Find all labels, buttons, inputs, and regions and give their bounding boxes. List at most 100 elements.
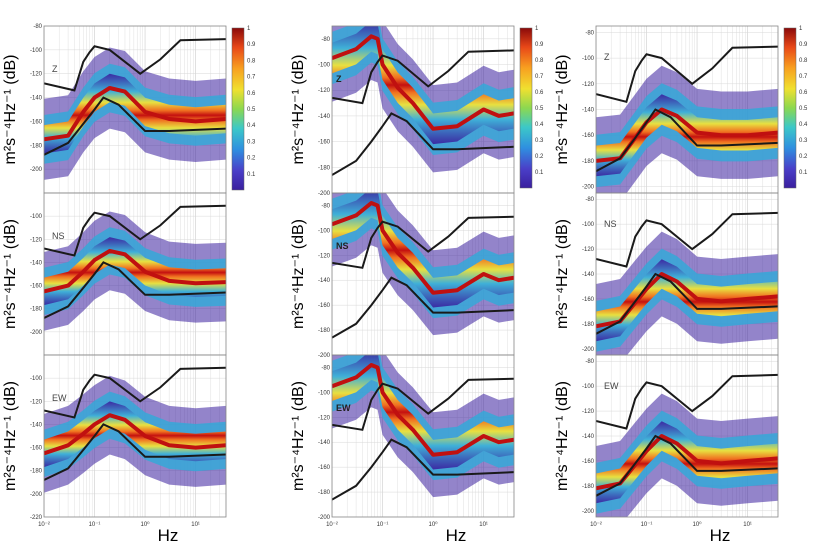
colorbar-tick: 0.6: [535, 90, 544, 96]
colorbar-tick: 0.7: [799, 74, 808, 80]
x-tick-label: 10⁰: [141, 521, 151, 528]
y-tick-label: -80: [321, 365, 330, 371]
y-tick-label: -200: [30, 330, 43, 336]
component-label: Z: [604, 52, 610, 62]
y-tick-label: -180: [318, 328, 331, 334]
colorbar-tick: 0.9: [247, 42, 256, 48]
panel-ew-col1: -100 -120 -140 -160 -180 -200 -220 EW m²s⁻⁴Hz⁻¹ …: [2, 354, 227, 521]
y-tick-label: -100: [318, 390, 331, 396]
component-label: Z: [52, 64, 58, 74]
y-tick-label: -160: [318, 465, 331, 471]
colorbar-tick: 0.8: [535, 58, 544, 64]
y-axis-label: m²s⁻⁴Hz⁻¹ (dB): [290, 55, 307, 165]
density-peak: [44, 248, 226, 294]
colorbar-tick: 1: [535, 26, 539, 32]
high-noise-model: [44, 38, 226, 92]
y-tick-label: -120: [30, 72, 43, 78]
component-label: NS: [604, 219, 617, 229]
panel-ns-col2: -80 -100 -120 -140 -160 -180 -200 NS m²s⁻⁴Hz⁻¹ (…: [290, 192, 515, 359]
low-noise-model: [596, 434, 778, 497]
y-tick-label: -200: [582, 347, 595, 353]
component-label: EW: [336, 403, 351, 413]
y-tick-label: -200: [582, 509, 595, 515]
y-tick-label: -180: [30, 469, 43, 475]
panel-frame: [595, 354, 779, 518]
colorbar-3: 0.1 0.2 0.3 0.4 0.5 0.6 0.7 0.8 0.9 1: [783, 26, 808, 189]
density-peak: [44, 413, 226, 456]
y-tick-label: -100: [30, 48, 43, 54]
y-tick-label: -140: [30, 260, 43, 266]
y-tick-label: -140: [318, 278, 331, 284]
y-axis-label: m²s⁻⁴Hz⁻¹ (dB): [290, 381, 307, 491]
y-tick-label: -80: [33, 24, 42, 30]
x-tick-label: 10⁻¹: [89, 522, 101, 528]
density-layer: [44, 401, 226, 468]
y-axis-label: m²s⁻⁴Hz⁻¹ (dB): [554, 55, 571, 165]
y-tick-label: -200: [30, 167, 43, 173]
y-tick-label: -180: [30, 143, 43, 149]
colorbar-tick: 0.7: [247, 75, 256, 81]
y-tick-label: -80: [321, 203, 330, 209]
colorbar-tick: 0.7: [535, 74, 544, 80]
y-tick-label: -180: [582, 159, 595, 165]
colorbar-tick: 0.8: [799, 58, 808, 64]
colorbar-tick: 0.1: [799, 170, 808, 176]
colorbar-gradient: [519, 27, 533, 189]
colorbar-1: 0.1 0.2 0.3 0.4 0.5 0.6 0.7 0.8 0.9 1: [231, 26, 256, 191]
x-tick-label: 10⁻²: [326, 522, 338, 528]
y-tick-label: -200: [318, 515, 331, 521]
y-tick-label: -200: [582, 185, 595, 191]
colorbar-tick: 0.9: [535, 42, 544, 48]
y-tick-label: -160: [582, 133, 595, 139]
y-tick-label: -140: [582, 434, 595, 440]
y-tick-label: -200: [318, 353, 331, 359]
high-noise-model: [332, 49, 514, 105]
x-axis-label-col2: Hz: [446, 526, 467, 545]
density-band: [44, 211, 226, 331]
y-tick-label: -100: [582, 56, 595, 62]
y-tick-label: -160: [318, 140, 331, 146]
y-tick-label: -180: [30, 307, 43, 313]
density-layer: [332, 26, 514, 145]
high-noise-model: [332, 377, 514, 431]
y-tick-label: -80: [585, 197, 594, 203]
y-tick-label: -80: [585, 30, 594, 36]
colorbar-tick: 0.2: [535, 154, 544, 160]
panel-frame: [331, 354, 515, 518]
y-axis-label: m²s⁻⁴Hz⁻¹ (dB): [2, 219, 19, 329]
colorbar-tick: 0.3: [535, 138, 544, 144]
x-tick-label: 10⁻²: [38, 522, 50, 528]
colorbar-tick: 0.5: [799, 106, 808, 112]
high-noise-model: [332, 215, 514, 269]
y-tick-label: -220: [30, 515, 43, 521]
colorbar-tick: 0.6: [799, 90, 808, 96]
x-tick-label: 10⁻¹: [377, 522, 389, 528]
y-tick-label: -160: [318, 303, 331, 309]
density-peak: [332, 201, 514, 295]
low-noise-model: [332, 438, 514, 501]
x-tick-label: 10⁻²: [590, 522, 602, 528]
y-tick-label: -100: [30, 376, 43, 382]
y-tick-label: -180: [582, 322, 595, 328]
y-axis-label: m²s⁻⁴Hz⁻¹ (dB): [554, 219, 571, 329]
high-noise-model: [596, 373, 778, 430]
colorbar-tick: 0.5: [535, 106, 544, 112]
y-tick-label: -140: [318, 114, 331, 120]
panel-frame: [43, 354, 227, 518]
y-tick-label: -120: [30, 399, 43, 405]
x-tick-label: 10⁰: [429, 521, 439, 528]
y-tick-label: -160: [30, 446, 43, 452]
y-tick-label: -160: [30, 119, 43, 125]
low-noise-model: [332, 112, 514, 176]
high-noise-model: [596, 45, 778, 104]
colorbar-tick: 0.3: [799, 138, 808, 144]
y-tick-label: -180: [318, 490, 331, 496]
x-tick-label: 10⁻¹: [641, 522, 653, 528]
density-layer: [332, 193, 514, 308]
density-layer: [596, 421, 778, 504]
low-noise-model: [332, 276, 514, 339]
low-noise-model: [596, 272, 778, 335]
